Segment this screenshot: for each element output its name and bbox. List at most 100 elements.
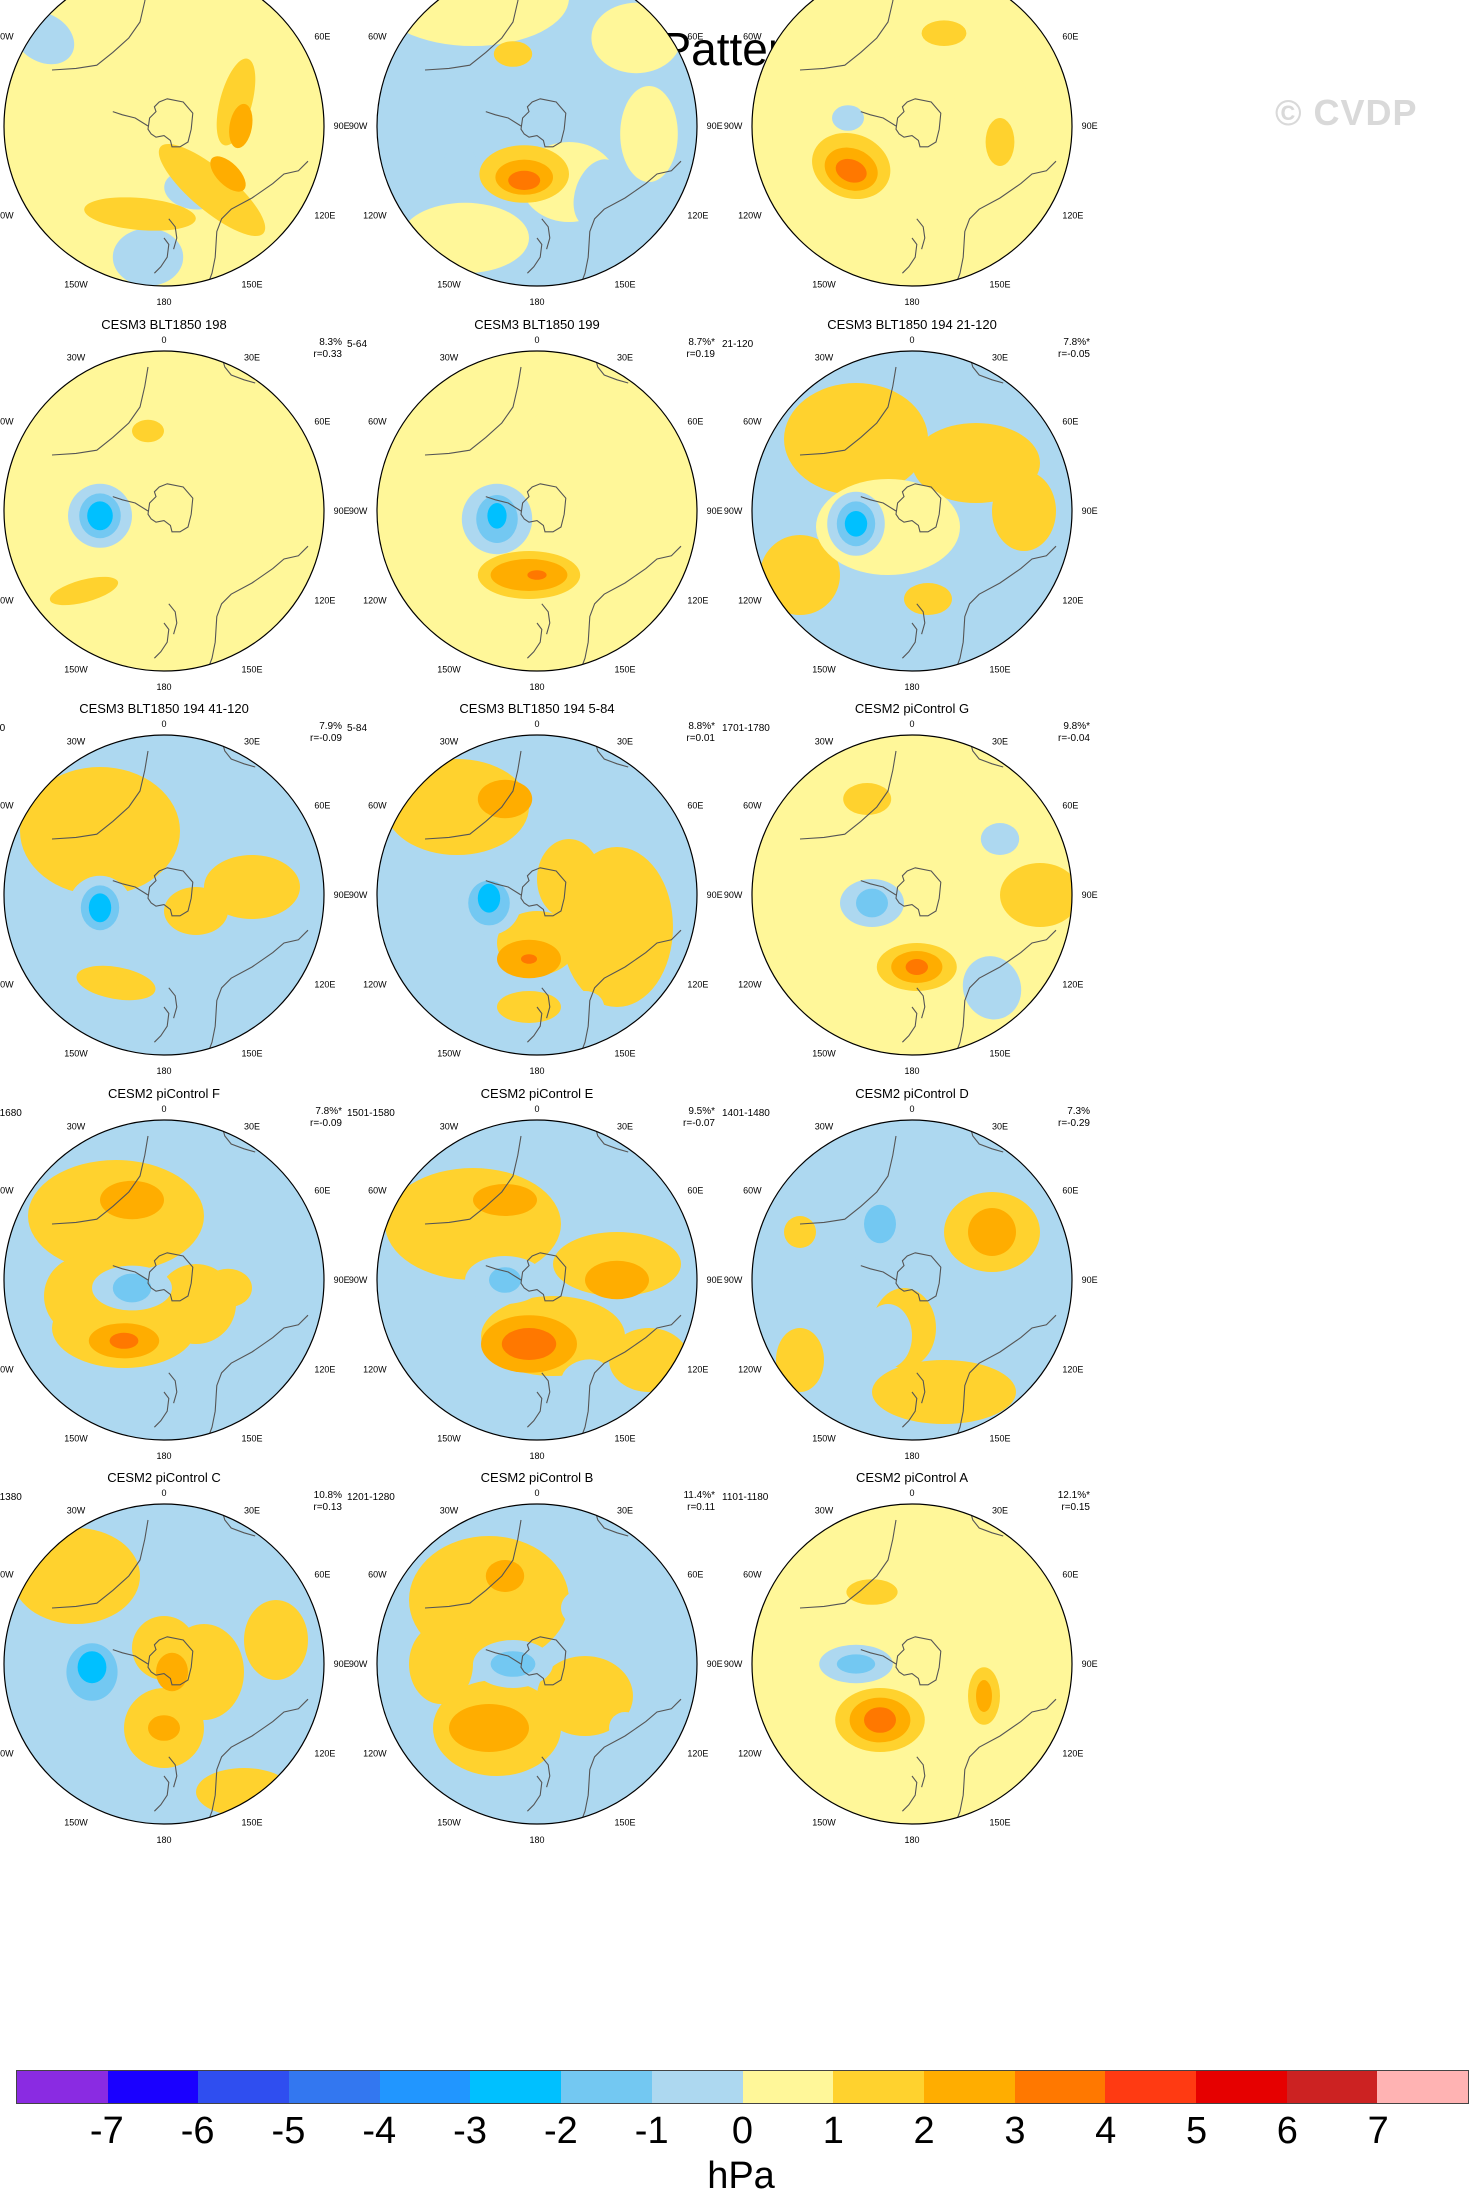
- africa-coast: [594, 739, 629, 768]
- longitude-label: 90W: [724, 506, 743, 516]
- panel-years: 5-84: [347, 723, 368, 734]
- anomaly-contour: [844, 511, 868, 537]
- anomaly-contour: [529, 399, 641, 463]
- longitude-label: 30E: [244, 1505, 260, 1515]
- anomaly-contour: [234, 951, 254, 967]
- panel-years: 21-120: [722, 339, 754, 350]
- longitude-label: 60W: [368, 416, 387, 426]
- anomaly-contour: [905, 959, 928, 975]
- anomaly-contour: [377, 0, 569, 46]
- colorbar-tick-label: -4: [362, 2110, 397, 2152]
- longitude-label: 60E: [314, 800, 330, 810]
- longitude-label: 120E: [687, 596, 708, 606]
- longitude-label: 150W: [64, 1048, 88, 1058]
- new-zealand-coast: [168, 987, 178, 1019]
- new-zealand-coast: [154, 1006, 170, 1043]
- anomaly-contour: [158, 143, 266, 237]
- panel-pct-variance: 7.8%*: [1063, 337, 1090, 348]
- panel-pct-variance: 7.8%*: [315, 1106, 342, 1117]
- anomaly-contour: [776, 1328, 824, 1392]
- anomaly-contour: [561, 1359, 609, 1393]
- anomaly-contour: [229, 103, 253, 149]
- longitude-label: 30W: [67, 1121, 86, 1131]
- longitude-label: 180: [904, 682, 919, 692]
- panel-pct-variance: 9.5%*: [688, 1106, 715, 1117]
- colorbar-segment: [1286, 2071, 1378, 2103]
- anomaly-contour: [904, 583, 952, 615]
- longitude-label: 0: [909, 1104, 914, 1114]
- longitude-label: 90W: [349, 890, 368, 900]
- longitude-label: 120E: [314, 1749, 335, 1759]
- map-border: [751, 1503, 1073, 1825]
- longitude-label: 150E: [614, 1817, 635, 1827]
- longitude-label: 120W: [0, 1749, 14, 1759]
- new-zealand-coast: [916, 1372, 926, 1404]
- anomaly-contour: [156, 1652, 188, 1692]
- anomaly-contour: [784, 935, 832, 1015]
- longitude-label: 150W: [812, 1817, 836, 1827]
- anomaly-contour: [88, 893, 112, 923]
- antarctica-coast: [520, 98, 567, 148]
- longitude-label: 60E: [314, 1569, 330, 1579]
- peninsula-coast: [485, 1265, 522, 1281]
- longitude-label: 180: [156, 1835, 171, 1845]
- new-zealand-coast: [916, 987, 926, 1019]
- new-zealand-coast: [541, 987, 551, 1019]
- longitude-label: 30W: [815, 736, 834, 746]
- panel-correlation: r=-0.29: [1058, 1118, 1090, 1129]
- colorbar-tick-label: 4: [1095, 2110, 1117, 2152]
- panel-years: 41-120: [0, 723, 6, 734]
- longitude-label: 60W: [368, 1185, 387, 1195]
- colorbar-segment: [198, 2071, 290, 2103]
- colorbar-segment: [470, 2071, 562, 2103]
- anomaly-contour: [87, 501, 113, 531]
- colorbar-segment: [379, 2071, 471, 2103]
- map-panel: CESM2 piControl F 1601-1680 7.8%*r=-0.09 0 3…: [0, 1072, 364, 1461]
- australia-coast: [954, 1314, 1057, 1440]
- longitude-label: 0: [161, 335, 166, 345]
- africa-coast: [969, 1508, 1004, 1537]
- new-zealand-coast: [527, 237, 543, 274]
- anomaly-contour: [856, 888, 888, 918]
- anomaly-contour: [1008, 1592, 1056, 1656]
- panel-correlation: r=0.33: [313, 349, 342, 360]
- new-zealand-coast: [168, 603, 178, 635]
- longitude-label: 150W: [64, 1817, 88, 1827]
- colorbar-segment: [742, 2071, 834, 2103]
- longitude-label: 120E: [1062, 596, 1083, 606]
- anomaly-contour: [12, 1528, 140, 1624]
- longitude-label: 150E: [614, 279, 635, 289]
- anomaly-contour: [920, 1772, 1032, 1812]
- longitude-label: 180: [156, 297, 171, 307]
- panel-stats: 9.8%* r=-0.04: [1058, 721, 1090, 745]
- longitude-label: 60E: [1062, 416, 1078, 426]
- south-america-coast: [424, 366, 522, 456]
- longitude-label: 120W: [0, 980, 14, 990]
- south-america-coast: [799, 750, 897, 840]
- anomaly-contour: [487, 503, 507, 529]
- panel-stats: 12.1%* r=0.15: [1058, 1490, 1090, 1514]
- anomaly-contour: [846, 1579, 898, 1605]
- cvdp-watermark: © CVDP: [1275, 92, 1418, 133]
- africa-coast: [221, 1508, 256, 1537]
- colorbar-tick-label: -6: [180, 2110, 215, 2152]
- anomaly-contour: [784, 383, 928, 495]
- map-border: [376, 1503, 698, 1825]
- peninsula-coast: [860, 111, 897, 127]
- anomaly-contour: [836, 1654, 876, 1674]
- anomaly-contour: [835, 158, 867, 183]
- anomaly-contour: [573, 159, 623, 228]
- longitude-label: 120E: [1062, 211, 1083, 221]
- longitude-label: 30E: [244, 1121, 260, 1131]
- longitude-label: 60E: [314, 1185, 330, 1195]
- longitude-label: 0: [534, 1104, 539, 1114]
- longitude-label: 90E: [1082, 1275, 1098, 1285]
- longitude-label: 60W: [743, 1569, 762, 1579]
- new-zealand-coast: [541, 218, 551, 250]
- anomaly-contour: [204, 855, 300, 919]
- antarctica-coast: [147, 98, 194, 148]
